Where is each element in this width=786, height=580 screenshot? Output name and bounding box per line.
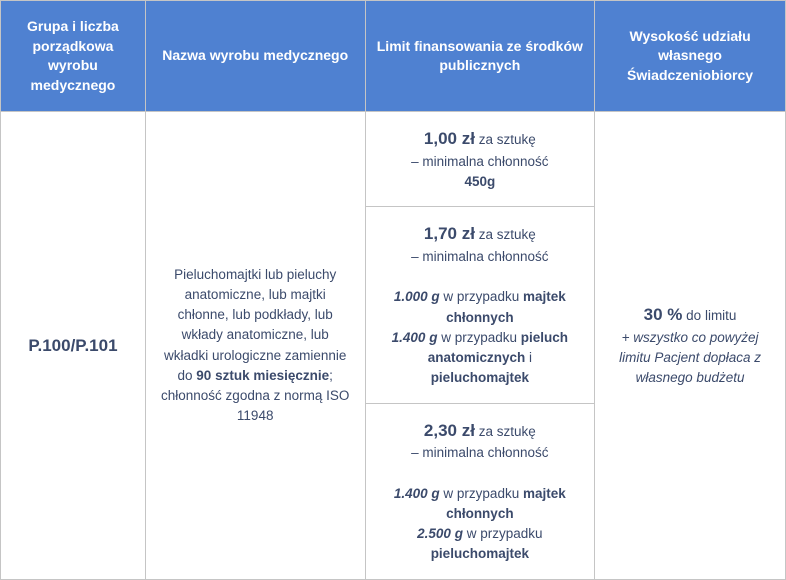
copay-note: + wszystko co powyżej limitu Pacjent dop… [619,330,761,386]
table-row: P.100/P.101 Pieluchomajtki lub pieluchy … [1,112,786,207]
tier2-l2b: w przypadku [437,330,520,345]
tier3-l2a: 2.500 g [417,526,463,541]
header-group: Grupa i liczba porządkowa wyrobu medyczn… [1,1,146,112]
cell-tier2: 1,70 zł za sztukę – minimalna chłonność … [365,207,595,403]
tier1-sub: – minimalna chłonność [411,154,548,169]
header-limit: Limit finansowania ze środków publicznyc… [365,1,595,112]
tier2-sub: – minimalna chłonność [411,249,548,264]
header-copay: Wysokość udziału własnego Świadczeniobio… [595,1,786,112]
tier3-unit: za sztukę [475,424,536,439]
name-bold: 90 sztuk miesięcznie [196,368,329,383]
tier3-price: 2,30 zł [424,421,475,440]
tier2-l2a: 1.400 g [392,330,438,345]
cell-code: P.100/P.101 [1,112,146,579]
header-name: Nazwa wyrobu medycznego [145,1,365,112]
tier2-l1b: w przypadku [440,289,523,304]
tier1-val: 450g [464,174,495,189]
tier2-l1a: 1.000 g [394,289,440,304]
tier2-price: 1,70 zł [424,224,475,243]
product-code: P.100/P.101 [28,336,117,355]
cell-tier3: 2,30 zł za sztukę – minimalna chłonność … [365,403,595,579]
cell-copay: 30 % do limitu + wszystko co powyżej lim… [595,112,786,579]
tier3-l2c: pieluchomajtek [431,546,529,561]
tier3-l1a: 1.400 g [394,486,440,501]
tier2-l2d: i [525,350,532,365]
name-pre: Pieluchomajtki lub pieluchy anatomiczne,… [164,267,346,383]
tier3-l1b: w przypadku [440,486,523,501]
name-text: Pieluchomajtki lub pieluchy anatomiczne,… [161,267,349,424]
cell-tier1: 1,00 zł za sztukę – minimalna chłonność … [365,112,595,207]
tier1-price: 1,00 zł [424,129,475,148]
tier2-unit: za sztukę [475,227,536,242]
tier1-unit: za sztukę [475,132,536,147]
tier3-l2b: w przypadku [463,526,543,541]
copay-suffix: do limitu [682,308,736,323]
tier2-l2e: pieluchomajtek [431,370,529,385]
cell-name: Pieluchomajtki lub pieluchy anatomiczne,… [145,112,365,579]
reimbursement-table: Grupa i liczba porządkowa wyrobu medyczn… [0,0,786,580]
copay-pct: 30 % [644,305,683,324]
tier3-sub: – minimalna chłonność [411,445,548,460]
